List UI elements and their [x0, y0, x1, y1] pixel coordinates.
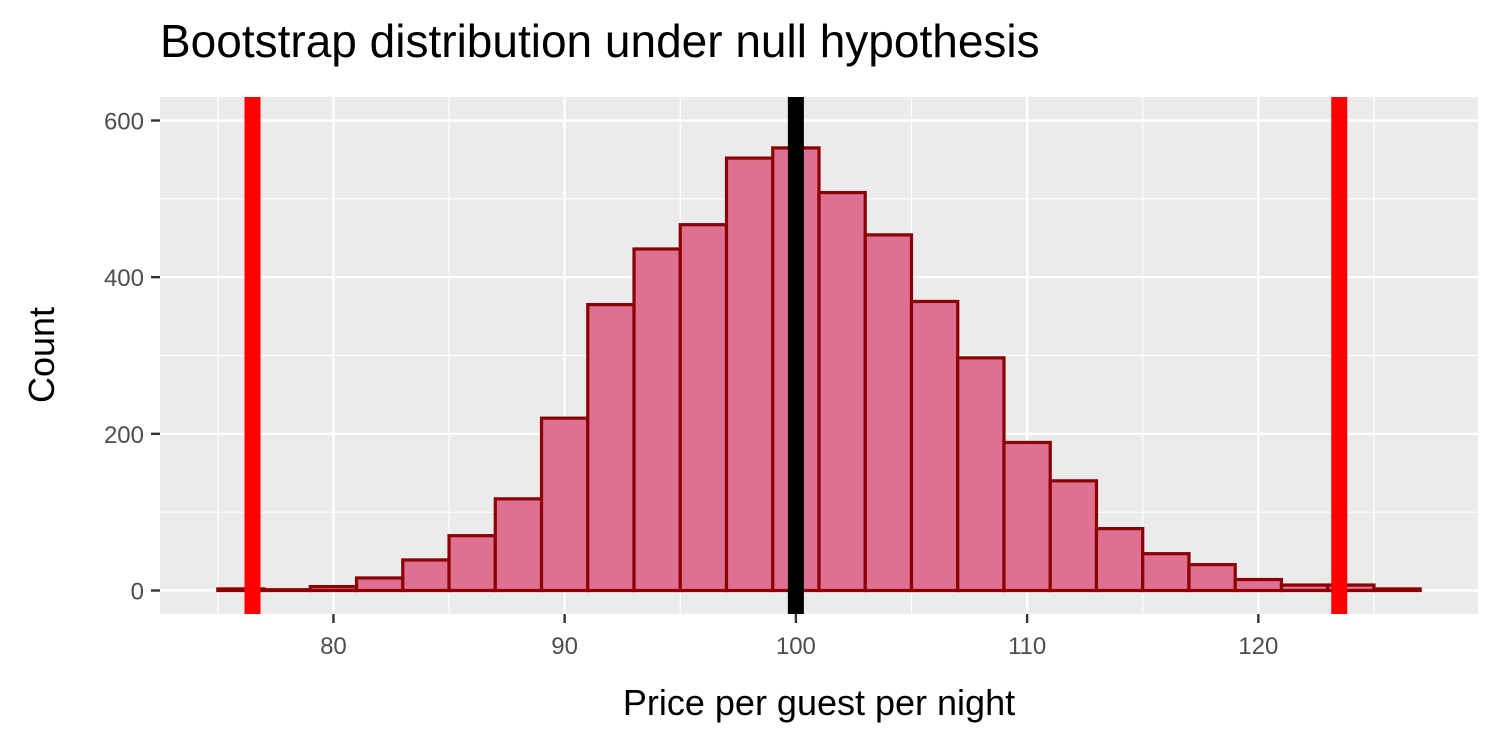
histogram-bar: [1094, 527, 1145, 593]
histogram-bar: [1233, 577, 1284, 593]
histogram-bar: [1048, 479, 1099, 593]
histogram-bar: [539, 416, 590, 593]
x-tick-label: 110: [1008, 633, 1046, 660]
histogram-bar: [1279, 583, 1330, 593]
y-tick-label: 600: [104, 109, 144, 136]
histogram-bar: [724, 156, 775, 593]
histogram-bar: [493, 497, 544, 593]
x-tick-label: 100: [776, 633, 816, 660]
histogram-bar: [909, 299, 960, 593]
x-tick-label: 90: [551, 633, 578, 660]
histogram-bar: [262, 588, 312, 593]
y-tick-label: 400: [104, 265, 144, 292]
x-tick-label: 80: [320, 633, 347, 660]
histogram-bar: [354, 576, 405, 593]
x-tick-label: 120: [1238, 633, 1278, 660]
histogram-bar: [447, 534, 497, 593]
y-axis-title: Count: [21, 307, 62, 403]
histogram-bar: [308, 584, 359, 593]
chart-title: Bootstrap distribution under null hypoth…: [160, 15, 1040, 67]
histogram-bar: [956, 356, 1006, 593]
histogram-bar: [1141, 552, 1191, 593]
x-axis-title: Price per guest per night: [623, 682, 1015, 723]
histogram-bar: [863, 233, 914, 593]
y-tick-label: 200: [104, 422, 144, 449]
axes: 0 200 400 600 80 90 100 110 120: [104, 109, 1278, 661]
histogram-bar: [1372, 587, 1422, 593]
histogram-bar: [1187, 563, 1237, 593]
histogram-bar: [817, 190, 867, 593]
reference-lines: [244, 97, 1348, 614]
histogram-bar: [586, 302, 636, 593]
histogram-bar: [401, 558, 451, 593]
histogram-bar: [632, 247, 682, 593]
histogram-bar: [1002, 440, 1052, 593]
histogram-bar: [678, 223, 729, 593]
y-tick-label: 0: [131, 579, 144, 606]
